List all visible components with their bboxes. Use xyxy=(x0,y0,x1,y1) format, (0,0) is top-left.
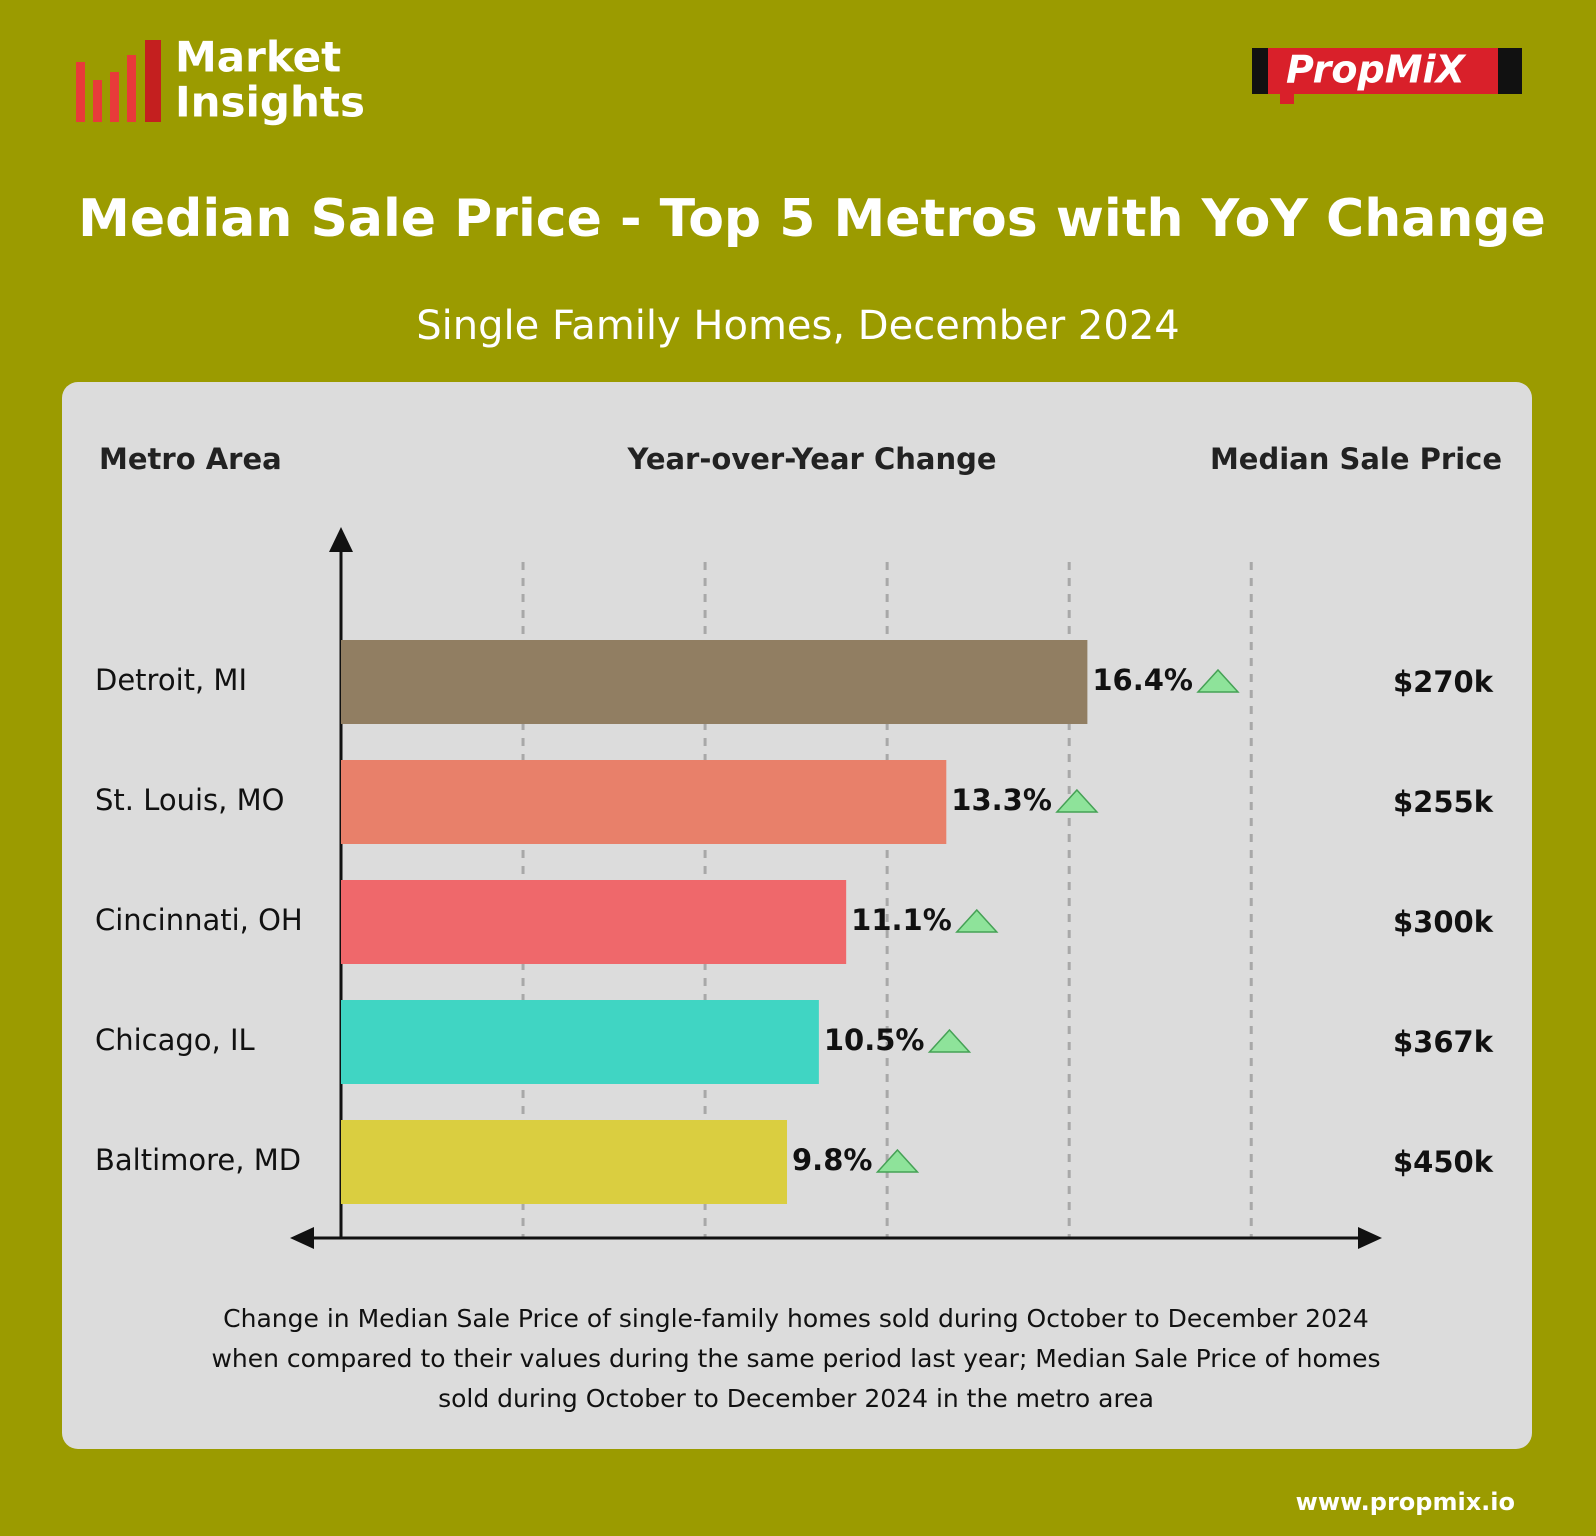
column-header: Median Sale Price xyxy=(1210,442,1502,476)
axis-arrow xyxy=(290,1227,314,1249)
bar xyxy=(341,760,947,844)
footnote-line: when compared to their values during the… xyxy=(211,1344,1380,1373)
category-label: St. Louis, MO xyxy=(95,783,284,817)
value-label: 11.1% xyxy=(851,903,952,937)
category-label: Chicago, IL xyxy=(95,1023,255,1057)
brand-line: Market xyxy=(175,33,341,82)
bar xyxy=(341,1120,788,1204)
price-label: $255k xyxy=(1393,785,1494,819)
footer-url: www.propmix.io xyxy=(1296,1488,1515,1516)
column-header: Year-over-Year Change xyxy=(626,442,996,476)
increase-icon xyxy=(1055,788,1099,813)
bar xyxy=(341,1000,819,1084)
value-label: 13.3% xyxy=(951,783,1052,817)
price-label: $270k xyxy=(1393,665,1494,699)
value-label: 16.4% xyxy=(1092,663,1193,697)
bar xyxy=(341,880,847,964)
category-label: Baltimore, MD xyxy=(95,1143,301,1177)
brand-icon xyxy=(76,40,161,122)
logo-badge xyxy=(1252,48,1522,104)
price-label: $300k xyxy=(1393,905,1494,939)
increase-icon xyxy=(927,1028,972,1053)
value-label: 9.8% xyxy=(792,1143,872,1177)
brand-line: Insights xyxy=(175,78,365,127)
category-label: Detroit, MI xyxy=(95,663,247,697)
increase-icon xyxy=(955,908,999,933)
footnote-line: sold during October to December 2024 in … xyxy=(438,1384,1154,1413)
price-label: $367k xyxy=(1393,1025,1494,1059)
increase-icon xyxy=(875,1148,920,1173)
column-header: Metro Area xyxy=(99,442,282,476)
chart-title: Median Sale Price - Top 5 Metros with Yo… xyxy=(78,189,1546,249)
axis-arrow xyxy=(1358,1227,1382,1249)
logo: PropMiX xyxy=(1286,48,1467,92)
price-label: $450k xyxy=(1393,1145,1494,1179)
footnote-line: Change in Median Sale Price of single-fa… xyxy=(223,1304,1369,1333)
bar xyxy=(341,640,1088,724)
increase-icon xyxy=(1196,668,1240,693)
value-label: 10.5% xyxy=(824,1023,925,1057)
axis-arrow xyxy=(329,527,353,552)
chart-subtitle: Single Family Homes, December 2024 xyxy=(416,303,1179,349)
category-label: Cincinnati, OH xyxy=(95,903,303,937)
